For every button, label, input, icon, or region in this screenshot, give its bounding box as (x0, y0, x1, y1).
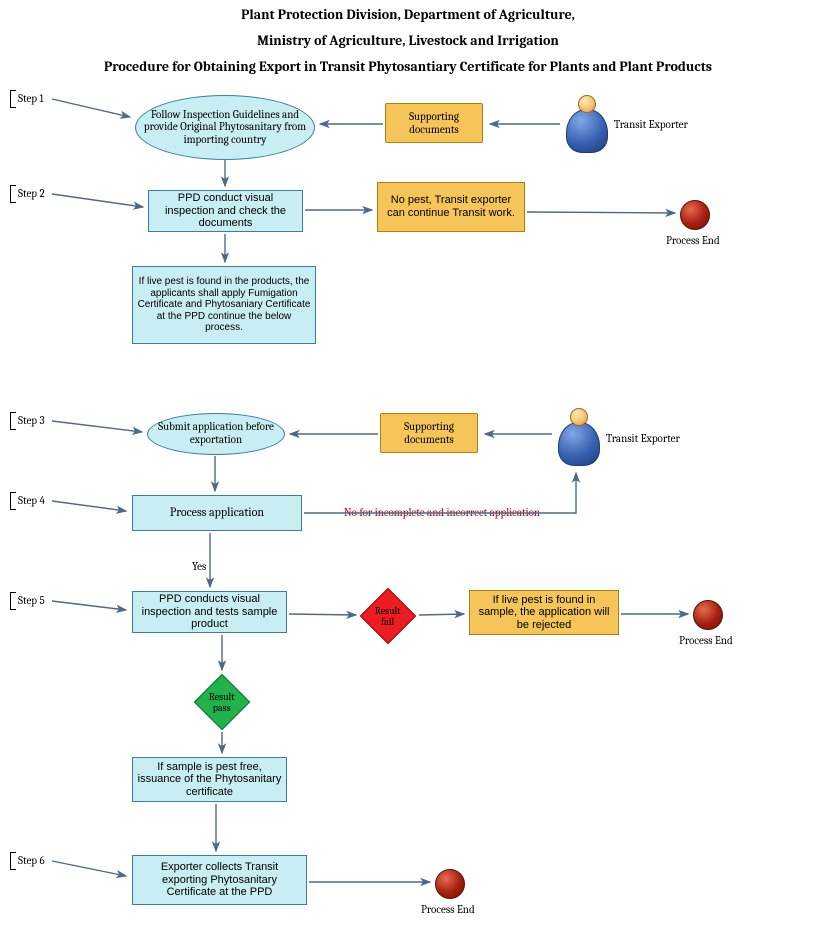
diamond-result-pass: Result pass (194, 674, 251, 731)
transit-exporter-label-2: Transit Exporter (606, 432, 680, 445)
end-label-3: Process End (421, 903, 475, 916)
step5-label: Step 5 (18, 594, 45, 607)
step4-label: Step 4 (18, 494, 45, 507)
step3-label: Step 3 (18, 414, 45, 427)
title-line-2: Ministry of Agriculture, Livestock and I… (0, 32, 816, 49)
title-line-1: Plant Protection Division, Department of… (0, 6, 816, 23)
diamond-result-fail-text: Result fail (369, 606, 407, 627)
step2-label: Step 2 (18, 187, 45, 200)
flowchart-canvas: Plant Protection Division, Department of… (0, 0, 816, 936)
node-supporting-documents-1: Supporting documents (385, 103, 483, 143)
step6-label: Step 6 (18, 854, 45, 867)
step4-bracket (10, 492, 16, 510)
end-circle-1 (680, 200, 710, 230)
transit-exporter-icon-1 (564, 95, 608, 155)
node-collect-certificate: Exporter collects Transit exporting Phyt… (132, 855, 307, 905)
end-label-1: Process End (666, 234, 720, 247)
transit-exporter-label-1: Transit Exporter (614, 118, 688, 131)
step1-label: Step 1 (18, 92, 43, 105)
label-no-incomplete: No for incomplete and incorrect applicat… (344, 506, 540, 519)
node-follow-guidelines: Follow Inspection Guidelines and provide… (135, 95, 315, 160)
node-no-pest-continue: No pest, Transit exporter can continue T… (377, 182, 525, 232)
node-ppd-visual-inspection-2: PPD conducts visual inspection and tests… (132, 591, 287, 633)
step5-bracket (10, 592, 16, 610)
title-line-3: Procedure for Obtaining Export in Transi… (0, 58, 816, 75)
label-yes: Yes (192, 560, 206, 573)
step3-bracket (10, 412, 16, 430)
end-label-2: Process End (679, 634, 733, 647)
node-pest-free-issuance: If sample is pest free, issuance of the … (132, 757, 287, 802)
diamond-result-fail: Result fail (360, 588, 417, 645)
node-ppd-visual-inspection-1: PPD conduct visual inspection and check … (148, 190, 303, 232)
end-circle-2 (693, 600, 723, 630)
node-submit-application: Submit application before exportation (147, 413, 285, 455)
step6-bracket (10, 852, 16, 870)
node-supporting-documents-2: Supporting documents (380, 413, 478, 453)
node-process-application: Process application (132, 495, 302, 531)
end-circle-3 (435, 869, 465, 899)
step2-bracket (10, 185, 16, 203)
step1-bracket (10, 90, 16, 108)
node-live-pest-found-1: If live pest is found in the products, t… (132, 266, 316, 344)
diamond-result-pass-text: Result pass (203, 692, 241, 713)
transit-exporter-icon-2 (556, 408, 600, 468)
node-live-pest-rejected: If live pest is found in sample, the app… (469, 590, 619, 635)
